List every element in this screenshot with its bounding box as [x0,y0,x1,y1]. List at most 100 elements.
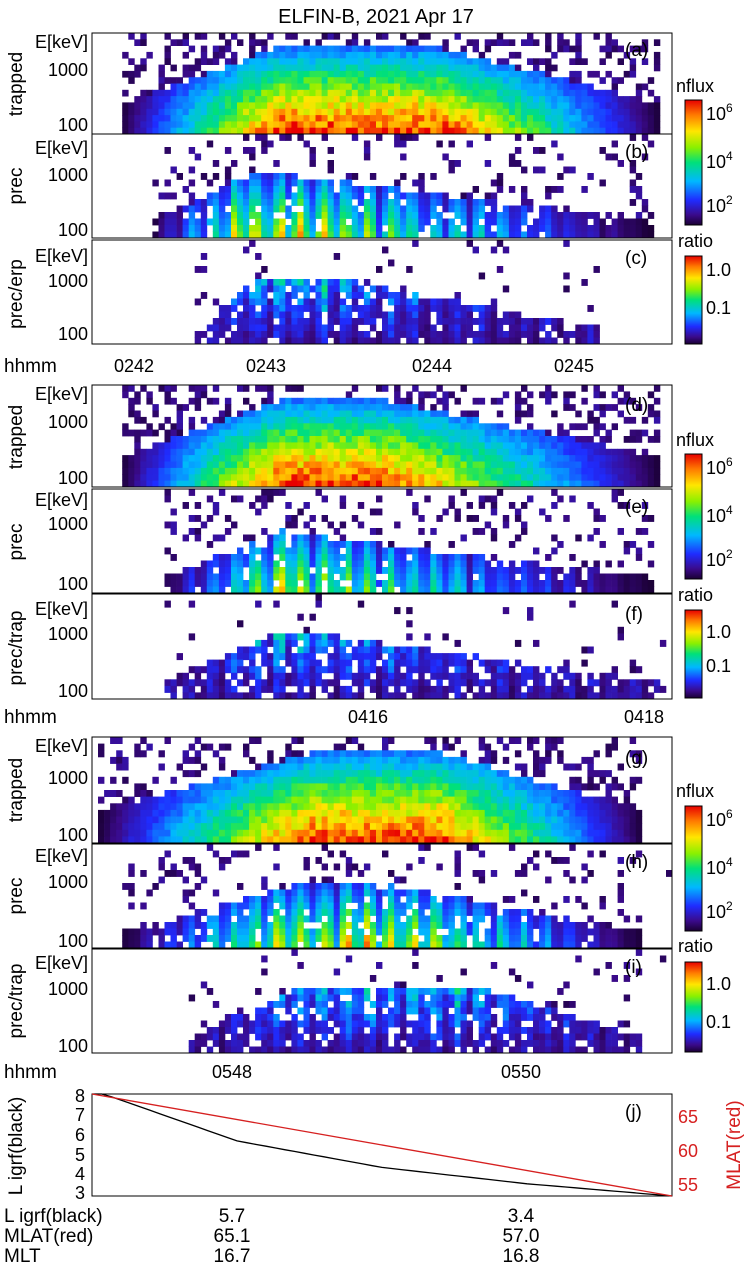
heatmap-cells-d [122,385,661,488]
row-label-mlt: MLT [4,1246,41,1267]
cb1-tick-0-1: 0.1 [706,298,731,318]
yunit-b: E[keV] [35,138,88,158]
colorbar-ratio-1-scale [684,255,703,345]
heatmap-cells-h [122,844,673,949]
col1-mlt: 16.7 [214,1246,251,1267]
col2-mlt: 16.8 [503,1246,540,1267]
ylabel-g: trapped [6,758,27,822]
frame-i [91,948,673,1054]
yunit-i: E[keV] [35,953,88,973]
frame-f [91,593,673,700]
colorbar-title-ratio-3: ratio [678,936,713,956]
ylabel-b: prec [6,168,27,205]
cb3-tick-1e6: 106 [706,807,733,830]
panel-label-g: (g) [625,748,648,769]
ytick-e-100: 100 [58,574,88,594]
ytick-d-1000: 1000 [48,412,88,432]
cb3-tick-0-1: 0.1 [706,1012,731,1032]
xtick-0244: 0244 [412,356,452,376]
panel-i: (i) E[keV] 1000 100 prec/trap [6,948,673,1056]
colorbar-ratio-3-scale [684,961,703,1053]
ytick-h-100: 100 [58,931,88,951]
yunit-h: E[keV] [35,846,88,866]
colorbar-title-nflux-1: nflux [676,76,714,96]
ytick-c-100: 100 [58,324,88,344]
heatmap-cells-a [122,33,661,135]
colorbar-title-nflux-3: nflux [676,781,714,801]
heatmap-cells-i [188,949,667,1054]
ylabel-i: prec/trap [6,964,27,1039]
panel-b: (b) E[keV] 1000 100 prec [6,133,673,240]
cb1-tick-1-0: 1.0 [706,260,731,280]
yunit-a: E[keV] [35,32,88,52]
colorbar-nflux-3-scale [684,805,703,932]
ylabel-e: prec [6,524,27,561]
colorbar-nflux-2: nflux 106 104 102 [676,430,733,580]
row-label-l: L igrf(black) [4,1206,103,1227]
cb1-tick-1e6: 106 [706,101,733,124]
ytick-b-100: 100 [58,220,88,240]
ylabel-right-j: MLAT(red) [724,1100,745,1189]
ytick-left-4: 4 [75,1164,85,1184]
figure-title: ELFIN-B, 2021 Apr 17 [278,6,474,28]
col1-mlat: 65.1 [214,1226,251,1247]
ytick-f-1000: 1000 [48,624,88,644]
panel-label-j: (j) [625,1102,642,1123]
heatmap-cells-f [164,594,667,700]
colorbar-title-nflux-2: nflux [676,430,714,450]
ytick-d-100: 100 [58,468,88,488]
yunit-g: E[keV] [35,736,88,756]
panel-label-a: (a) [625,40,648,61]
cb2-tick-0-1: 0.1 [706,656,731,676]
ytick-left-5: 5 [75,1145,85,1165]
panel-j: (j) L igrf(black) MLAT(red) 8 7 6 5 4 3 … [6,1086,745,1203]
cb3-tick-1e2: 102 [706,899,733,922]
xtick-0245: 0245 [554,356,594,376]
xtick-0242: 0242 [114,356,154,376]
panel-label-e: (e) [625,497,648,518]
cb2-tick-1e4: 104 [706,503,733,526]
orbit-table: L igrf(black) MLAT(red) MLT 5.7 65.1 16.… [4,1206,539,1267]
heatmap-cells-e [164,489,655,594]
series-line-mlat [91,1093,673,1197]
ytick-left-3: 3 [75,1183,85,1203]
row-label-mlat: MLAT(red) [4,1226,93,1247]
colorbar-ratio-2: ratio 1.0 0.1 [678,585,731,699]
ytick-b-1000: 1000 [48,165,88,185]
ytick-f-100: 100 [58,681,88,701]
ylabel-d: trapped [6,405,27,469]
ytick-e-1000: 1000 [48,514,88,534]
colorbar-ratio-1: ratio 1.0 0.1 [678,231,731,345]
xtick-0550: 0550 [501,1062,541,1082]
panel-g: (g) E[keV] 1000 100 trapped [6,736,673,845]
colorbar-nflux-1: nflux 106 104 102 [676,76,733,226]
panel-f: (f) E[keV] 1000 100 prec/trap [6,593,673,701]
cb3-tick-1e4: 104 [706,855,733,878]
panel-label-b: (b) [625,142,648,163]
frame-d [91,384,673,488]
ytick-g-1000: 1000 [48,768,88,788]
xlabel-1: hhmm [4,356,57,377]
panel-h: (h) E[keV] 1000 100 prec [6,843,673,951]
cb2-tick-1e6: 106 [706,455,733,478]
heatmap-cells-b [152,134,655,239]
cb1-tick-1e4: 104 [706,149,733,172]
xlabel-3: hhmm [4,1062,57,1083]
panel-label-i: (i) [625,957,642,978]
frame-b [91,133,673,239]
colorbar-ratio-3: ratio 1.0 0.1 [678,936,731,1053]
cb2-tick-1e2: 102 [706,547,733,570]
ytick-i-1000: 1000 [48,979,88,999]
yunit-f: E[keV] [35,599,88,619]
panel-label-h: (h) [625,852,648,873]
heatmap-cells-g [98,737,643,844]
frame-h [91,843,673,949]
ytick-a-1000: 1000 [48,60,88,80]
ylabel-f: prec/trap [6,611,27,686]
xaxis-3: hhmm 0548 0550 [4,1062,541,1083]
panel-label-f: (f) [625,604,643,625]
ytick-right-65: 65 [678,1107,698,1127]
cb1-tick-1e2: 102 [706,193,733,216]
col2-mlat: 57.0 [503,1226,540,1247]
frame-g [91,736,673,844]
